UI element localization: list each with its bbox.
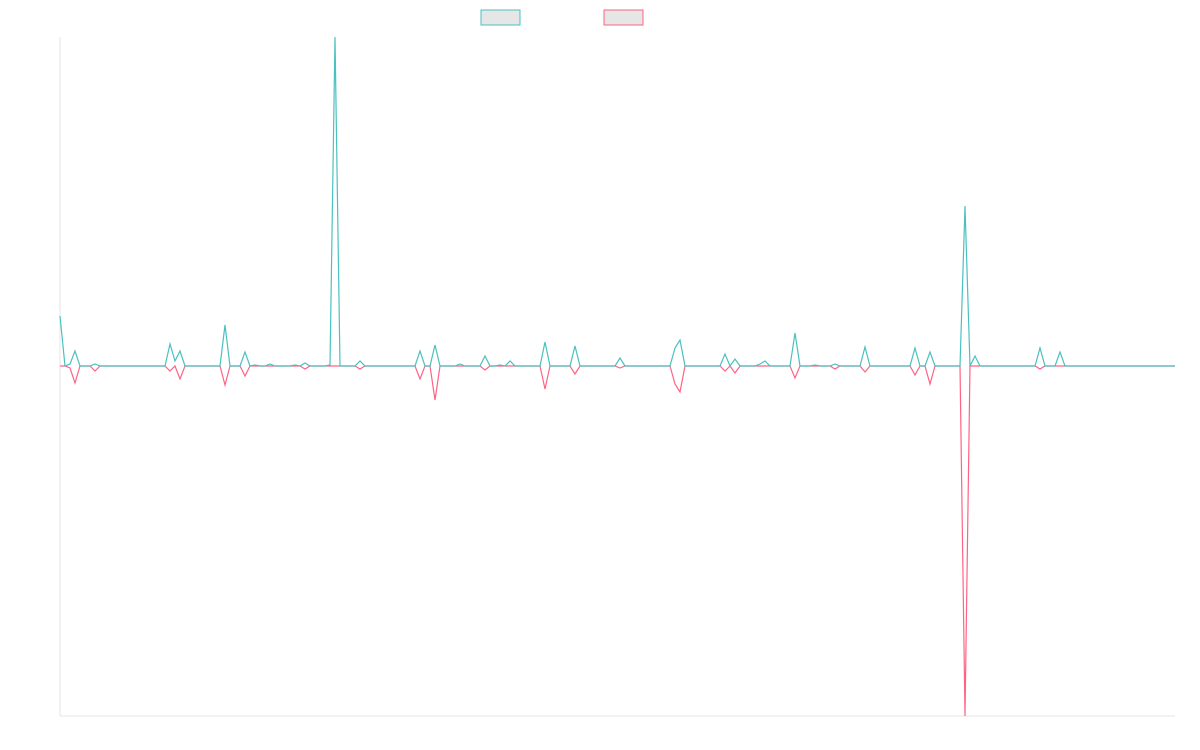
legend-swatch[interactable] (603, 9, 644, 26)
series-line (59, 36, 1175, 368)
series-line (60, 364, 1175, 717)
legend-swatch[interactable] (480, 9, 521, 26)
